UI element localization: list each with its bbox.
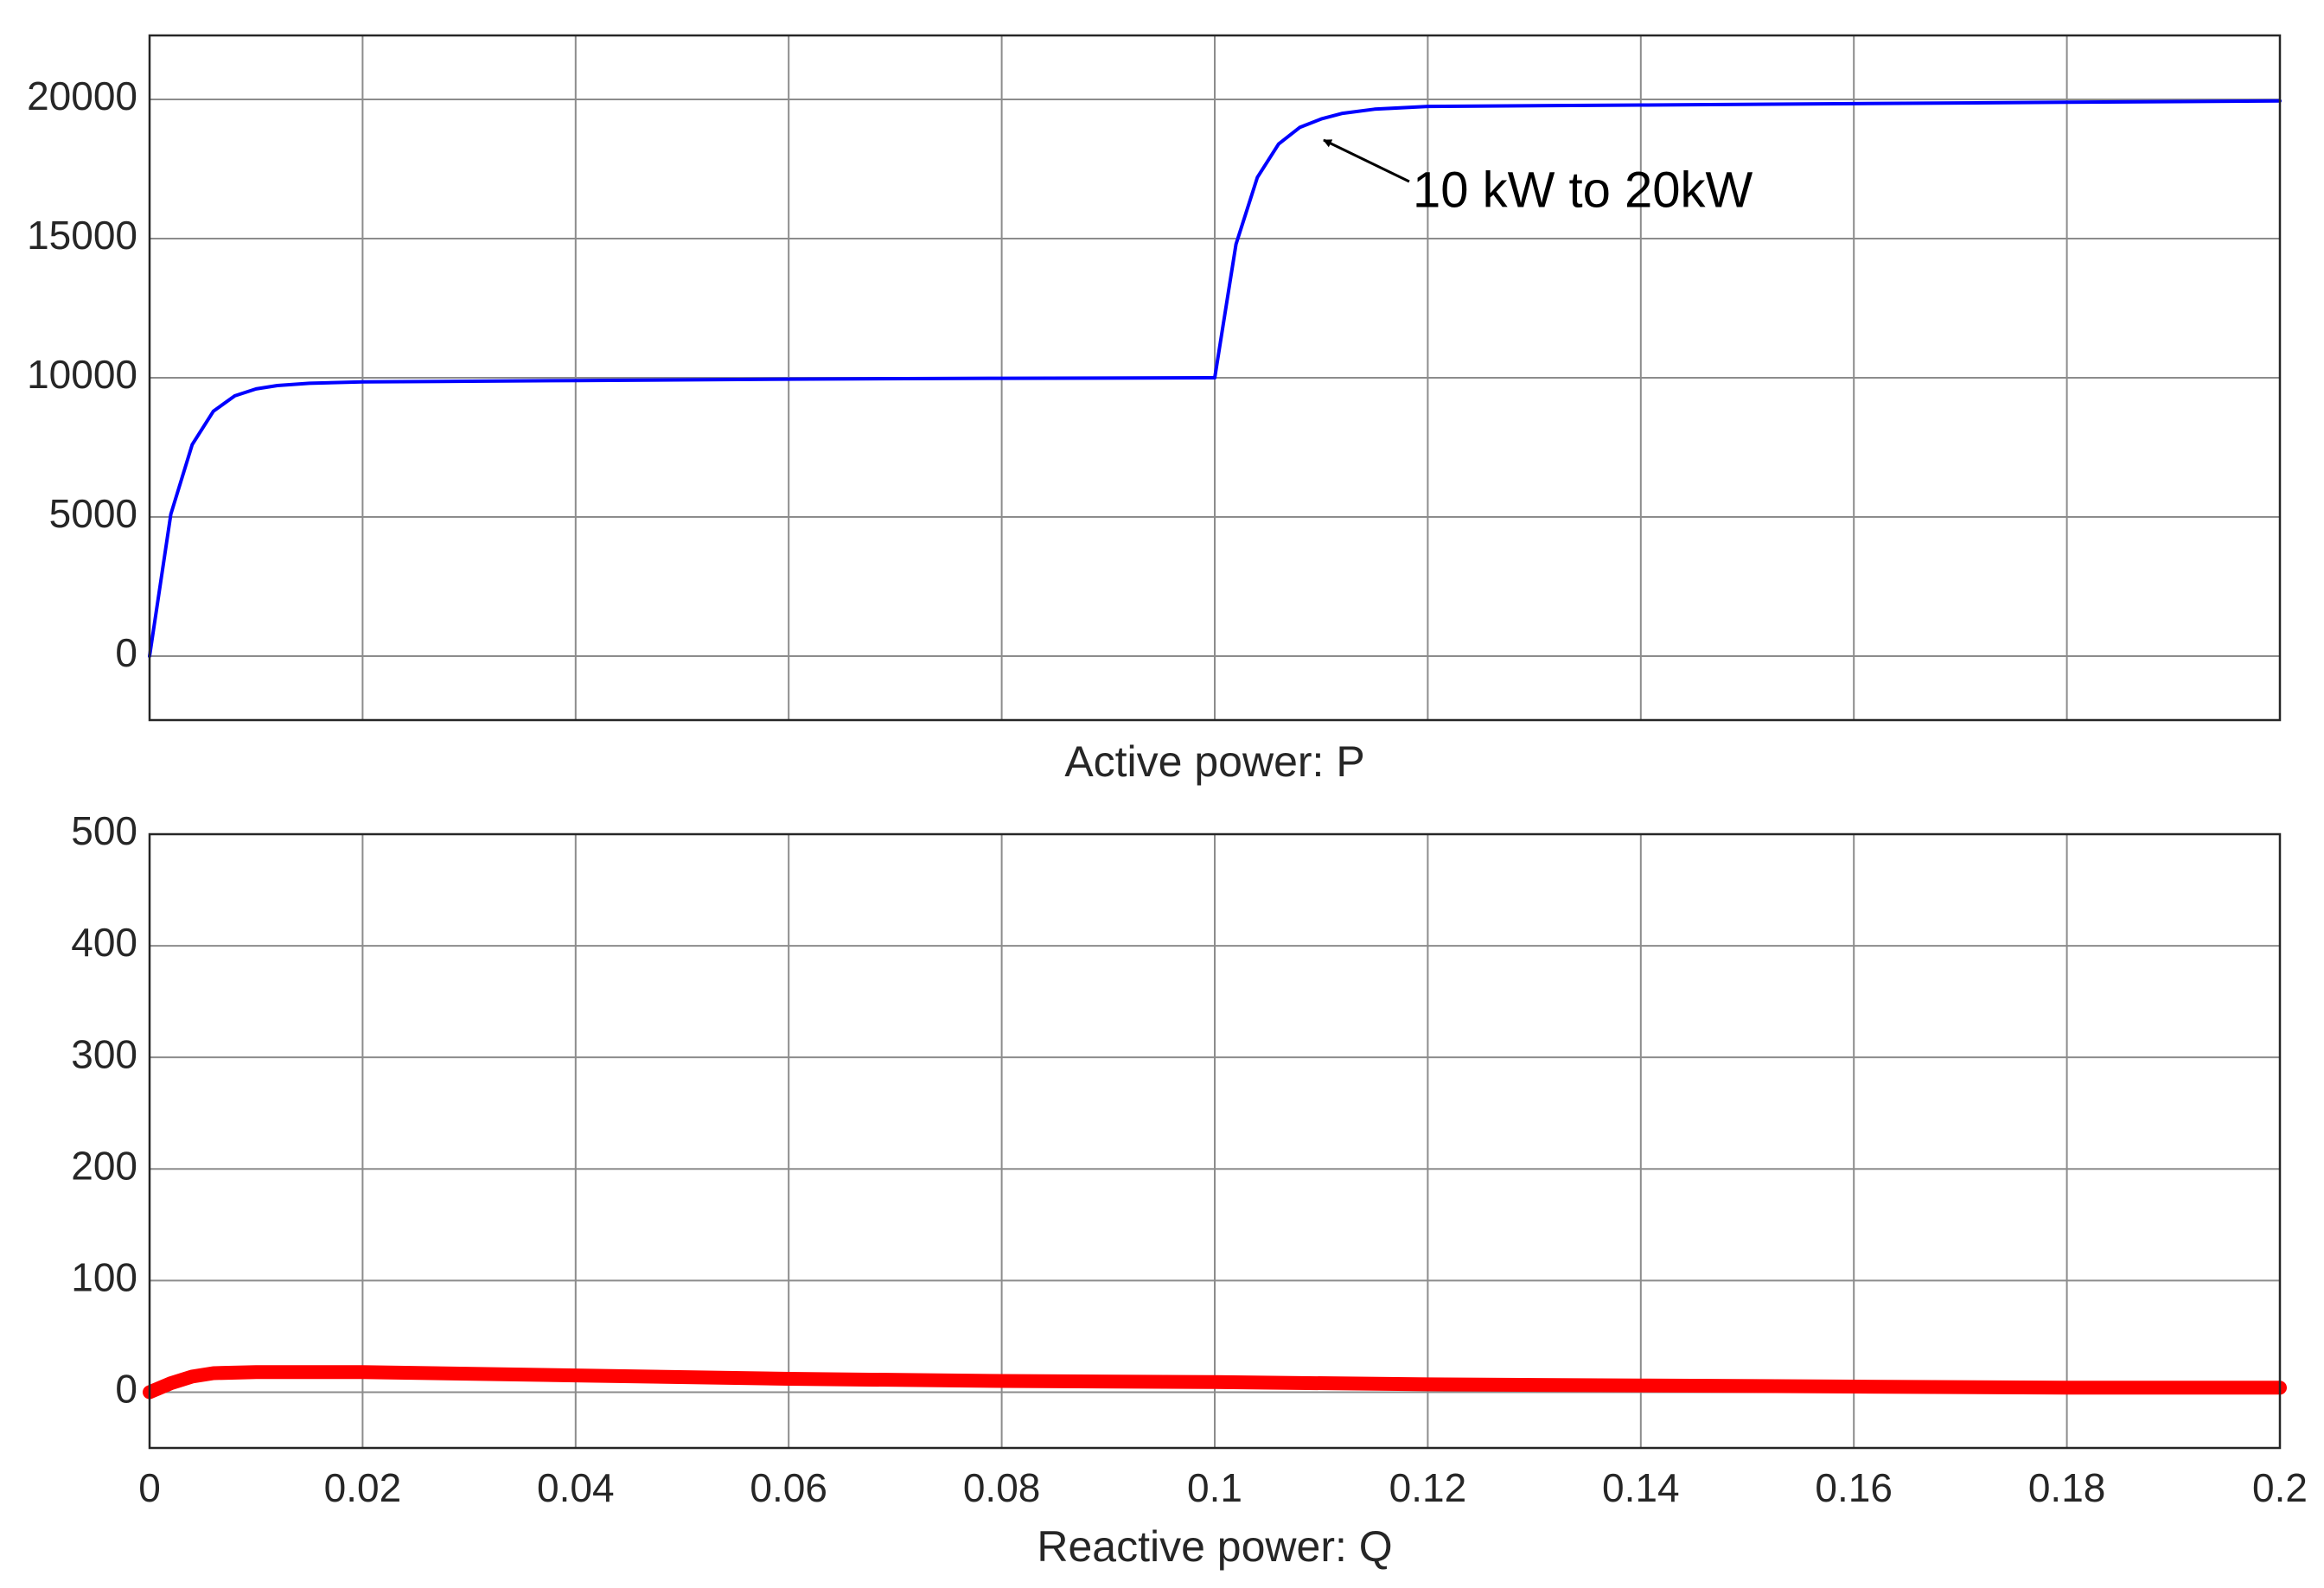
y-tick-label: 20000 — [27, 73, 137, 118]
y-tick-label: 300 — [71, 1031, 137, 1076]
annotation: 10 kW to 20kW — [1413, 162, 1753, 218]
plot-frame — [148, 832, 2282, 1450]
x-tick-label: 0.12 — [1389, 1465, 1467, 1510]
data-line — [143, 1365, 2287, 1400]
x-tick-label: 0.1 — [1187, 1465, 1242, 1510]
y-tick-label: 15000 — [27, 213, 137, 258]
x-tick-label: 0.06 — [750, 1465, 827, 1510]
x-tick-label: 0.04 — [537, 1465, 615, 1510]
y-tick-label: 500 — [71, 808, 137, 853]
y-tick-label: 200 — [71, 1143, 137, 1188]
y-tick-label: 5000 — [49, 491, 137, 536]
x-tick-label: 0.02 — [324, 1465, 402, 1510]
x-tick-label: 0.08 — [963, 1465, 1041, 1510]
x-tick-label: 0.16 — [1815, 1465, 1893, 1510]
annotation-arrow — [1323, 138, 1410, 183]
x-tick-label: 0.18 — [2028, 1465, 2106, 1510]
panel-title: Active power: P — [1064, 737, 1364, 786]
panel-title: Reactive power: Q — [1037, 1522, 1392, 1571]
y-tick-label: 0 — [115, 630, 137, 675]
x-tick-label: 0.2 — [2252, 1465, 2308, 1510]
y-tick-label: 0 — [115, 1367, 137, 1412]
x-tick-label: 0.14 — [1602, 1465, 1680, 1510]
y-tick-label: 10000 — [27, 352, 137, 397]
plot-frame — [148, 34, 2282, 722]
data-line — [148, 99, 2282, 658]
y-tick-label: 400 — [71, 920, 137, 965]
y-tick-label: 100 — [71, 1255, 137, 1300]
x-tick-label: 0 — [138, 1465, 161, 1510]
